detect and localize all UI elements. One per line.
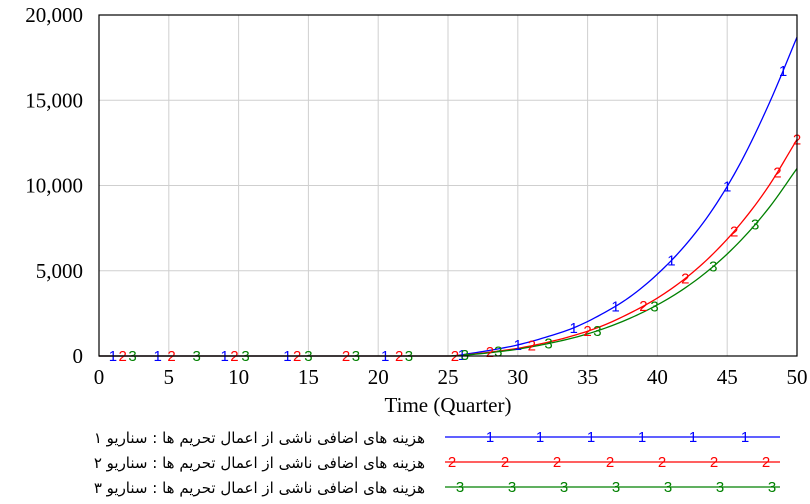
- legend-marker-1: 1: [689, 429, 697, 446]
- x-tick-label: 25: [438, 365, 459, 389]
- series-marker-3: 3: [494, 344, 502, 361]
- legend-marker-2: 2: [762, 454, 770, 471]
- series-marker-1: 1: [569, 320, 577, 337]
- x-tick-label: 15: [298, 365, 319, 389]
- x-tick-label: 20: [368, 365, 389, 389]
- series-marker-2: 2: [681, 270, 689, 287]
- series-marker-3: 3: [709, 258, 717, 275]
- series-marker-3: 3: [544, 335, 552, 352]
- x-tick-label: 0: [94, 365, 105, 389]
- x-tick-label: 35: [577, 365, 598, 389]
- legend-marker-3: 3: [508, 479, 516, 496]
- plot-border: [98, 14, 798, 357]
- legend-label-1: هزینه های اضافی ناشی از اعمال تحریم ها :…: [94, 429, 425, 447]
- x-tick-label: 30: [507, 365, 528, 389]
- legend-marker-3: 3: [456, 479, 464, 496]
- legend-marker-2: 2: [448, 454, 456, 471]
- series-marker-3: 3: [751, 217, 759, 234]
- y-tick-label: 15,000: [25, 88, 83, 112]
- y-tick-label: 10,000: [25, 174, 83, 198]
- x-tick-label: 45: [717, 365, 738, 389]
- series-marker-2: 2: [583, 323, 591, 340]
- series-marker-2: 2: [486, 344, 494, 361]
- series-marker-3: 3: [593, 323, 601, 340]
- legend: 1 1 1 1 1 1 هزینه های اضافی ناشی از اعمال تحری…: [94, 429, 780, 497]
- series-marker-2: 2: [730, 223, 738, 240]
- legend-marker-3: 3: [716, 479, 724, 496]
- series-marker-2: 2: [639, 298, 647, 315]
- series-marker-1: 1: [458, 347, 466, 364]
- series-marker-1: 1: [611, 298, 619, 315]
- x-tick-label: 50: [787, 365, 808, 389]
- series-marker-2: 2: [773, 164, 781, 181]
- legend-marker-1: 1: [741, 429, 749, 446]
- series-marker-3: 3: [650, 298, 658, 315]
- legend-marker-1: 1: [486, 429, 494, 446]
- legend-marker-1: 1: [587, 429, 595, 446]
- legend-label-3: هزینه های اضافی ناشی از اعمال تحریم ها :…: [94, 479, 425, 497]
- y-tick-label: 5,000: [36, 259, 83, 283]
- legend-marker-3: 3: [768, 479, 776, 496]
- legend-marker-1: 1: [536, 429, 544, 446]
- series-marker-1: 1: [723, 178, 731, 195]
- series-marker-1: 1: [514, 337, 522, 354]
- x-tick-labels: 0 5 10 15 20 25 30 35 40 45 50: [94, 365, 808, 389]
- x-tick-label: 5: [164, 365, 175, 389]
- x-tick-label: 10: [228, 365, 249, 389]
- legend-marker-3: 3: [560, 479, 568, 496]
- series-marker-1: 1: [779, 63, 787, 80]
- legend-marker-3: 3: [664, 479, 672, 496]
- series-marker-2: 2: [528, 338, 536, 355]
- legend-label-2: هزینه های اضافی ناشی از اعمال تحریم ها :…: [94, 454, 425, 472]
- series-marker-1: 1: [667, 253, 675, 270]
- legend-marker-1: 1: [638, 429, 646, 446]
- y-tick-label: 20,000: [25, 3, 83, 27]
- legend-marker-2: 2: [658, 454, 666, 471]
- legend-marker-3: 3: [612, 479, 620, 496]
- x-tick-label: 40: [647, 365, 668, 389]
- x-axis-title: Time (Quarter): [385, 393, 512, 417]
- legend-marker-2: 2: [710, 454, 718, 471]
- y-tick-label: 0: [73, 344, 84, 368]
- legend-marker-2: 2: [553, 454, 561, 471]
- legend-marker-2: 2: [501, 454, 509, 471]
- y-tick-labels: 0 5,000 10,000 15,000 20,000: [25, 3, 83, 368]
- legend-marker-2: 2: [606, 454, 614, 471]
